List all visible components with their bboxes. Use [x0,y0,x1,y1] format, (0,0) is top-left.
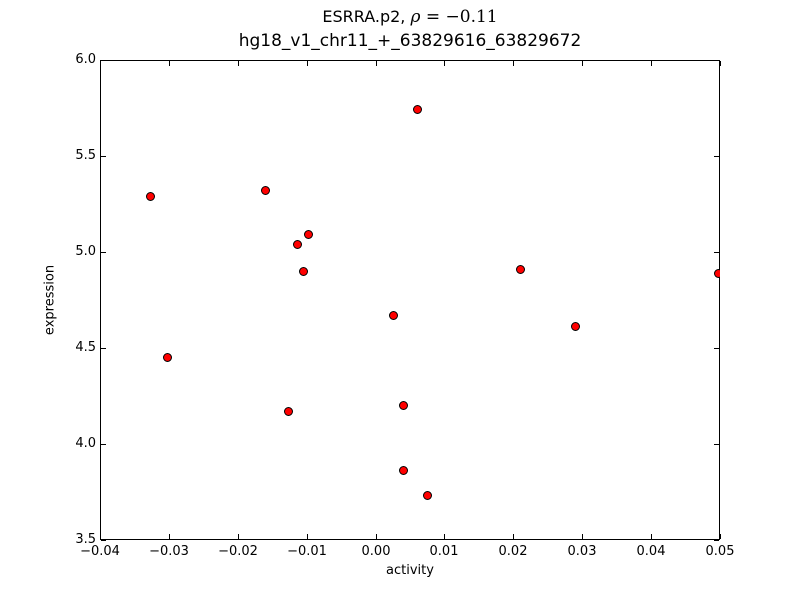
x-tick-label: −0.03 [149,544,189,559]
x-tick-label: 0.04 [636,544,666,559]
y-tick-label: 4.5 [75,340,96,355]
x-tick-label: 0.02 [498,544,528,559]
x-tick-label: −0.02 [218,544,258,559]
x-tick-top [100,61,101,66]
x-tick-label: 0.00 [361,544,391,559]
x-tick-bottom [582,534,583,539]
plot-area [100,60,720,540]
data-point [299,266,309,276]
data-point [714,268,720,278]
x-tick-top [720,61,721,66]
data-point [570,322,580,332]
y-tick-right [714,156,719,157]
y-tick-label: 5.5 [75,148,96,163]
y-tick-left [101,444,106,445]
y-tick-right [714,444,719,445]
y-tick-right [714,348,719,349]
x-tick-top [238,61,239,66]
x-tick-bottom [169,534,170,539]
y-tick-left [101,348,106,349]
data-point [260,186,270,196]
x-tick-bottom [307,534,308,539]
chart-title: ESRRA.p2, ρ = −0.11 hg18_v1_chr11_+_6382… [100,5,720,53]
y-tick-left [101,60,106,61]
y-tick-label: 4.0 [75,436,96,451]
y-tick-label: 3.5 [75,532,96,547]
x-tick-bottom [651,534,652,539]
x-tick-label: −0.04 [80,544,120,559]
x-tick-bottom [238,534,239,539]
data-point [292,239,302,249]
y-tick-label: 5.0 [75,244,96,259]
x-tick-top [169,61,170,66]
data-point [423,491,433,501]
x-axis-label: activity [386,563,434,578]
x-tick-label: −0.01 [287,544,327,559]
data-point [515,264,525,274]
data-point [413,105,423,115]
y-tick-left [101,540,106,541]
x-tick-label: 0.05 [705,544,735,559]
x-tick-top [376,61,377,66]
x-tick-bottom [100,534,101,539]
data-point [398,466,408,476]
x-tick-top [513,61,514,66]
x-tick-label: 0.01 [429,544,459,559]
data-point [146,191,156,201]
rho-symbol: ρ [410,7,421,27]
y-axis-label: expression [42,264,58,336]
y-tick-right [714,60,719,61]
x-tick-top [444,61,445,66]
x-tick-top [582,61,583,66]
y-tick-left [101,252,106,253]
x-tick-bottom [513,534,514,539]
data-point [163,353,172,363]
y-tick-right [714,252,719,253]
points-layer [100,60,720,540]
x-tick-top [307,61,308,66]
y-tick-left [101,156,106,157]
x-tick-top [651,61,652,66]
title-line-1: ESRRA.p2, ρ = −0.11 [100,5,720,29]
x-tick-bottom [720,534,721,539]
title-gene-name: ESRRA.p2, [322,7,411,26]
data-point [283,406,293,416]
y-tick-label: 6.0 [75,52,96,67]
title-line-2: hg18_v1_chr11_+_63829616_63829672 [238,31,582,51]
x-tick-label: 0.03 [567,544,597,559]
data-point [303,230,313,240]
rho-value: = −0.11 [420,7,498,27]
data-point [388,310,398,320]
x-tick-bottom [376,534,377,539]
y-tick-right [714,540,719,541]
x-tick-bottom [444,534,445,539]
data-point [398,401,408,411]
